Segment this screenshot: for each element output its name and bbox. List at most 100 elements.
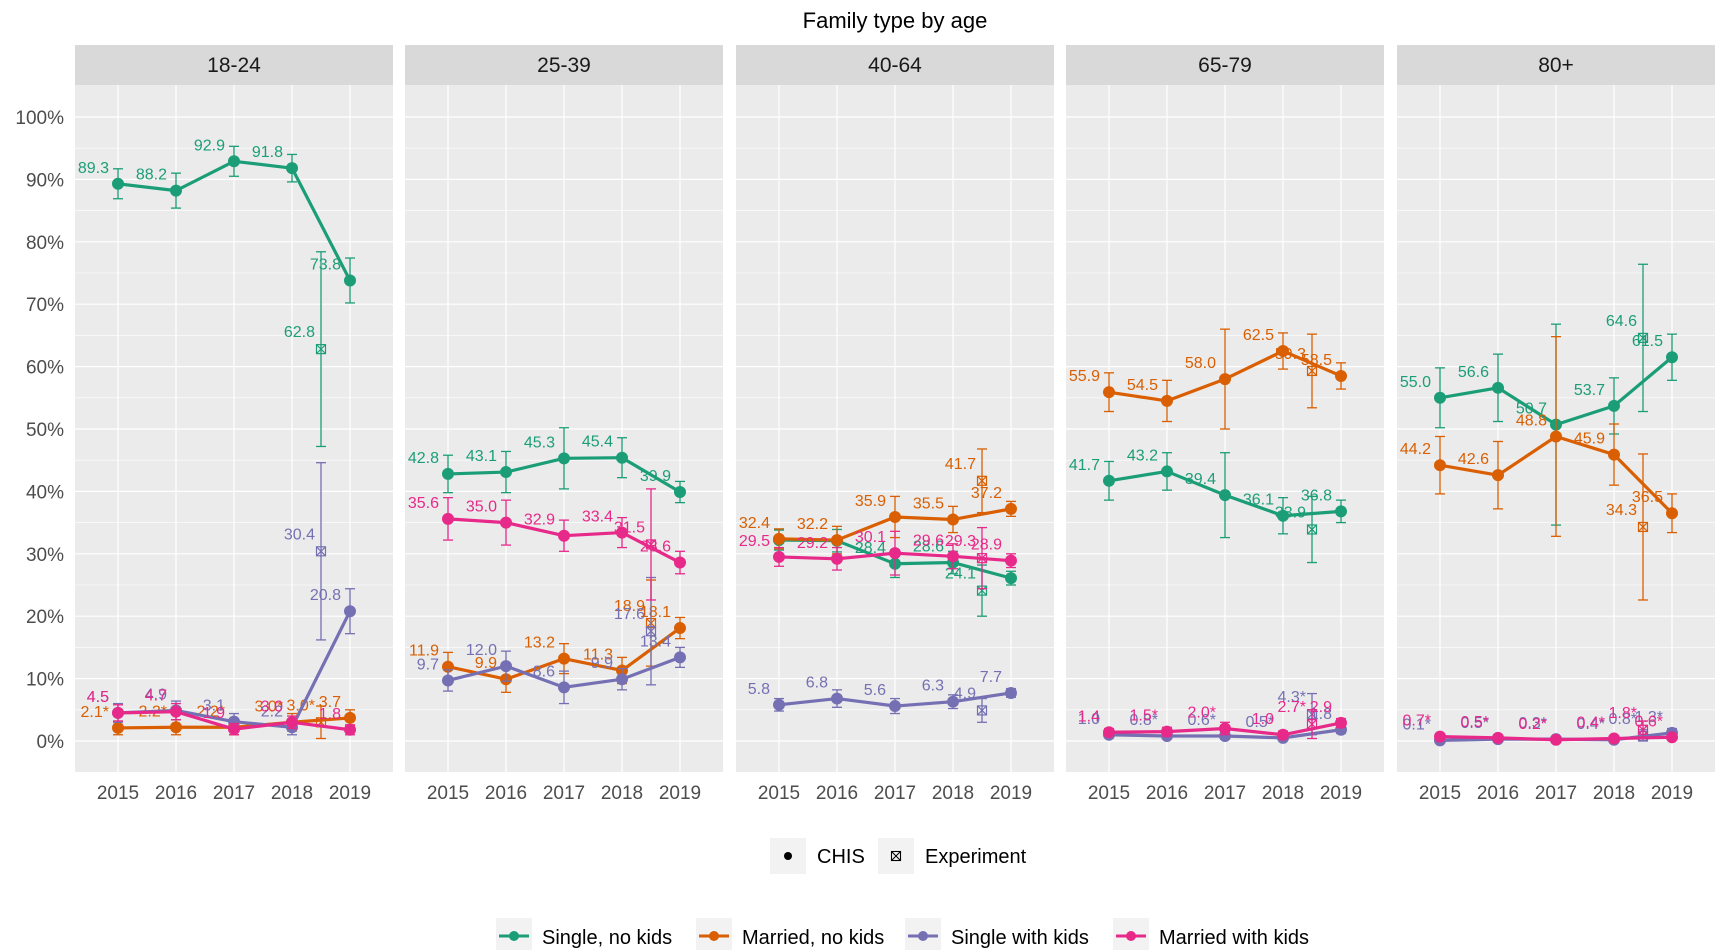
- data-point: [1608, 732, 1620, 745]
- facet-title: 65-79: [1198, 54, 1252, 77]
- data-label: 7.7: [980, 669, 1002, 686]
- data-point: [1335, 716, 1347, 729]
- x-tick-label: 2017: [543, 783, 585, 804]
- data-label: 28.4: [855, 540, 886, 557]
- x-tick-label: 2015: [427, 783, 469, 804]
- data-point: [674, 651, 686, 664]
- data-point: [500, 466, 512, 479]
- data-point: [558, 681, 570, 694]
- data-label: 1.9: [203, 705, 225, 722]
- data-label: 29.5: [739, 533, 770, 550]
- experiment-point-cross: [1638, 522, 1648, 532]
- data-point: [170, 721, 182, 734]
- data-point: [616, 451, 628, 464]
- legend-experiment-symbol: [890, 850, 902, 862]
- data-label: 3.7: [319, 694, 341, 711]
- data-label: 6.8: [806, 675, 828, 692]
- x-tick-label: 2016: [485, 783, 527, 804]
- data-point: [1666, 351, 1678, 364]
- data-point: [889, 547, 901, 560]
- data-point: [1492, 469, 1504, 482]
- x-tick-label: 2018: [932, 783, 974, 804]
- data-label: 32.9: [524, 512, 555, 529]
- x-tick-label: 2018: [1593, 783, 1635, 804]
- x-tick-label: 2015: [758, 783, 800, 804]
- data-point: [1005, 554, 1017, 567]
- data-point: [674, 556, 686, 569]
- experiment-point: [1637, 332, 1649, 343]
- data-point: [1219, 373, 1231, 386]
- data-point: [1434, 730, 1446, 743]
- data-label: 54.5: [1127, 377, 1158, 394]
- data-label: 9.9: [475, 655, 497, 672]
- y-tick-label: 0%: [37, 732, 65, 753]
- data-label: 0.4*: [1577, 716, 1605, 733]
- data-point: [674, 486, 686, 499]
- data-label: 2.9: [1310, 699, 1332, 716]
- x-tick-label: 2019: [659, 783, 701, 804]
- data-label: 0.5*: [1246, 714, 1274, 731]
- experiment-point-cross: [1638, 332, 1648, 343]
- data-label: 36.8: [1301, 487, 1332, 504]
- facet-strip: [1397, 45, 1715, 85]
- facet-title: 80+: [1538, 54, 1574, 77]
- data-label: 45.4: [582, 434, 613, 451]
- data-label: 0.7*: [1403, 713, 1431, 730]
- data-label: 4.5: [87, 689, 109, 706]
- y-tick-label: 40%: [26, 482, 64, 503]
- data-point: [1550, 733, 1562, 746]
- experiment-data-label: 41.7: [945, 456, 976, 473]
- facet-title: 40-64: [868, 54, 922, 77]
- data-label: 61.5: [1632, 333, 1663, 350]
- data-label: 48.8: [1516, 412, 1547, 429]
- legend-series-label: Single with kids: [951, 927, 1089, 949]
- x-tick-label: 2019: [990, 783, 1032, 804]
- data-point: [773, 550, 785, 563]
- legend-chis-symbol: [784, 852, 792, 860]
- data-point: [1219, 489, 1231, 502]
- experiment-point-cross: [1307, 366, 1317, 376]
- data-label: 11.3: [583, 646, 613, 663]
- data-label: 0.5*: [1461, 715, 1489, 732]
- data-label: 73.8: [310, 256, 341, 273]
- experiment-point-cross: [1638, 724, 1648, 735]
- data-label: 55.9: [1069, 368, 1100, 385]
- data-label: 1.4: [1078, 708, 1100, 725]
- data-label: 45.9: [1574, 431, 1605, 448]
- data-point: [773, 532, 785, 545]
- data-label: 45.3: [524, 434, 555, 451]
- legend-label: Experiment: [925, 846, 1027, 868]
- experiment-data-label: 3.0*: [287, 697, 315, 714]
- experiment-point: [315, 546, 327, 557]
- experiment-data-label: 34.3: [1606, 502, 1637, 519]
- data-point: [228, 723, 240, 736]
- data-point: [947, 695, 959, 708]
- data-point: [1335, 505, 1347, 518]
- data-point: [1666, 507, 1678, 520]
- data-point: [1492, 731, 1504, 744]
- data-label: 28.6: [640, 539, 671, 556]
- data-label: 88.2: [136, 167, 167, 184]
- data-point: [1608, 448, 1620, 461]
- experiment-point: [1306, 524, 1318, 535]
- data-point: [1219, 722, 1231, 735]
- experiment-data-label: 0.8*: [1609, 711, 1637, 728]
- data-label: 91.8: [252, 144, 283, 161]
- experiment-point: [1637, 724, 1649, 735]
- experiment-point: [976, 705, 988, 716]
- x-tick-label: 2017: [874, 783, 916, 804]
- data-point: [1550, 430, 1562, 443]
- y-tick-label: 10%: [26, 670, 64, 691]
- x-tick-label: 2015: [97, 783, 139, 804]
- legend-series-point: [918, 931, 928, 941]
- data-point: [112, 177, 124, 190]
- data-point: [1434, 391, 1446, 404]
- data-label: 4.5: [87, 689, 109, 706]
- y-tick-label: 80%: [26, 233, 64, 254]
- data-point: [344, 605, 356, 618]
- x-tick-label: 2017: [1204, 783, 1246, 804]
- data-label: 44.2: [1400, 441, 1431, 458]
- data-point: [228, 155, 240, 168]
- data-label: 29.6: [913, 532, 944, 549]
